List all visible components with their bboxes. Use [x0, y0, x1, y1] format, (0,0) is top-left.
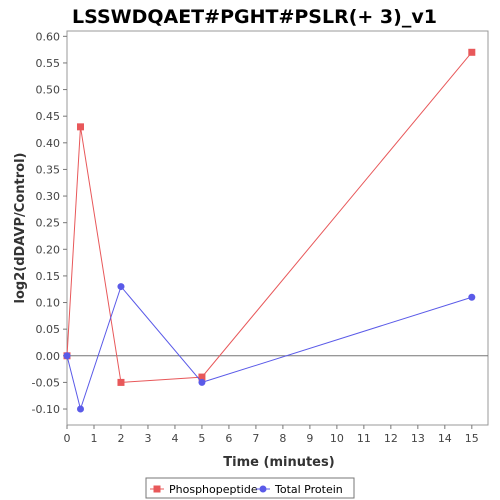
y-tick-label: 0.25	[36, 217, 61, 230]
y-tick-label: 0.00	[36, 350, 61, 363]
y-tick-label: 0.45	[36, 110, 61, 123]
legend-label-phosphopeptide: Phosphopeptide	[169, 483, 258, 496]
legend-label-total-protein: Total Protein	[274, 483, 343, 496]
y-tick-label: -0.10	[32, 403, 60, 416]
y-tick-label: 0.35	[36, 163, 61, 176]
data-point-total-protein	[117, 283, 125, 291]
x-tick-label: 10	[330, 432, 344, 445]
y-tick-label: 0.05	[36, 323, 61, 336]
y-tick-label: 0.60	[36, 30, 61, 43]
x-tick-label: 8	[279, 432, 286, 445]
y-tick-label: 0.20	[36, 243, 61, 256]
data-point-phosphopeptide	[76, 123, 84, 131]
y-axis-ticks: -0.10 -0.05 0.00 0.05 0.10 0.15 0.20 0.25 0.30 0.…	[32, 30, 67, 416]
legend-marker-phosphopeptide	[153, 485, 161, 493]
data-point-total-protein	[76, 405, 84, 413]
x-tick-label: 15	[465, 432, 479, 445]
x-tick-label: 3	[144, 432, 151, 445]
x-axis-label: Time (minutes)	[223, 455, 334, 470]
x-tick-label: 4	[171, 432, 178, 445]
x-tick-label: 7	[252, 432, 259, 445]
x-tick-label: 9	[306, 432, 313, 445]
x-tick-label: 0	[64, 432, 71, 445]
legend-items: Phosphopeptide Total Protein	[150, 483, 343, 496]
y-tick-label: 0.30	[36, 190, 61, 203]
plot-area	[66, 30, 489, 426]
x-tick-label: 11	[357, 432, 371, 445]
x-tick-label: 12	[384, 432, 398, 445]
y-tick-label: 0.50	[36, 84, 61, 97]
y-tick-label: 0.15	[36, 270, 61, 283]
data-point-total-protein	[468, 293, 476, 301]
y-tick-label: 0.55	[36, 57, 61, 70]
y-tick-label: -0.05	[32, 376, 60, 389]
data-point-phosphopeptide	[117, 378, 125, 386]
y-tick-label: 0.40	[36, 137, 61, 150]
y-axis-label: log2(dDAVP/Control)	[13, 153, 28, 304]
x-tick-label: 2	[117, 432, 124, 445]
data-point-phosphopeptide	[468, 48, 476, 56]
x-tick-label: 1	[90, 432, 97, 445]
x-tick-label: 5	[198, 432, 205, 445]
legend-box	[145, 477, 355, 499]
x-tick-label: 6	[225, 432, 232, 445]
legend-marker-total-protein	[259, 485, 267, 493]
chart-title: LSSWDQAET#PGHT#PSLR(+ 3)_v1	[72, 6, 437, 28]
x-tick-label: 14	[438, 432, 452, 445]
data-point-phosphopeptide	[198, 373, 206, 381]
legend: Phosphopeptide Total Protein	[145, 477, 355, 499]
x-tick-label: 13	[411, 432, 425, 445]
y-tick-label: 0.10	[36, 297, 61, 310]
data-point-total-protein	[198, 378, 206, 386]
series-group	[63, 48, 476, 413]
data-point-total-protein	[63, 352, 71, 360]
x-axis-ticks: 0 1 2 3 4 5 6 7 8 9 10 11 12 13 14 15	[64, 425, 479, 445]
